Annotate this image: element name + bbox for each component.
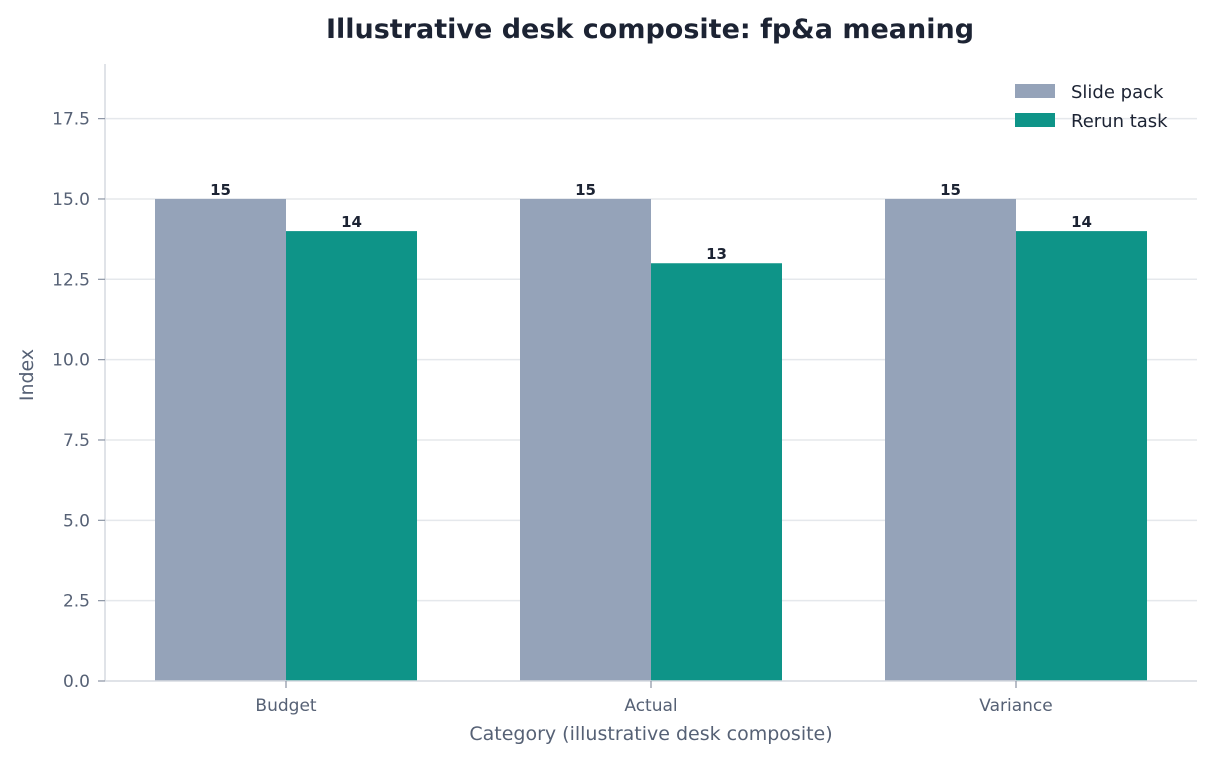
legend-swatch	[1015, 113, 1055, 127]
legend-label: Slide pack	[1071, 82, 1164, 103]
bar-slide-pack-variance	[885, 198, 1016, 681]
y-tick-label: 10.0	[52, 351, 90, 371]
y-tick-label: 2.5	[63, 592, 90, 612]
data-label: 15	[210, 181, 231, 199]
y-tick-label: 7.5	[63, 431, 90, 451]
data-label: 14	[341, 213, 362, 231]
bar-slide-pack-actual	[520, 198, 651, 681]
bars	[155, 198, 1147, 681]
chart-title: Illustrative desk composite: fp&a meanin…	[326, 14, 974, 45]
legend-label: Rerun task	[1071, 111, 1168, 132]
legend-item: Rerun task	[1015, 111, 1168, 132]
x-axis-label: Category (illustrative desk composite)	[469, 723, 832, 745]
x-ticks: Budget Actual Variance	[255, 681, 1053, 716]
data-label: 15	[940, 181, 961, 199]
x-tick-label: Actual	[624, 696, 677, 716]
x-tick-label: Variance	[979, 696, 1052, 716]
legend-swatch	[1015, 84, 1055, 98]
data-labels: 15 14 15 13 15 14	[210, 181, 1092, 263]
data-label: 14	[1071, 213, 1092, 231]
y-axis-label: Index	[16, 349, 38, 401]
bar-rerun-task-actual	[651, 263, 782, 681]
legend: Slide pack Rerun task	[1015, 82, 1168, 132]
x-tick-label: Budget	[255, 696, 316, 716]
legend-item: Slide pack	[1015, 82, 1164, 103]
y-tick-label: 17.5	[52, 110, 90, 130]
y-tick-label: 0.0	[63, 672, 90, 692]
bar-rerun-task-variance	[1016, 231, 1147, 681]
y-tick-label: 15.0	[52, 190, 90, 210]
y-tick-label: 12.5	[52, 270, 90, 290]
data-label: 13	[706, 245, 727, 263]
bar-slide-pack-budget	[155, 198, 286, 681]
y-ticks: 0.0 2.5 5.0 7.5 10.0 12.5 15.0 17.5	[52, 110, 105, 692]
y-tick-label: 5.0	[63, 511, 90, 531]
bar-rerun-task-budget	[286, 231, 417, 681]
data-label: 15	[575, 181, 596, 199]
